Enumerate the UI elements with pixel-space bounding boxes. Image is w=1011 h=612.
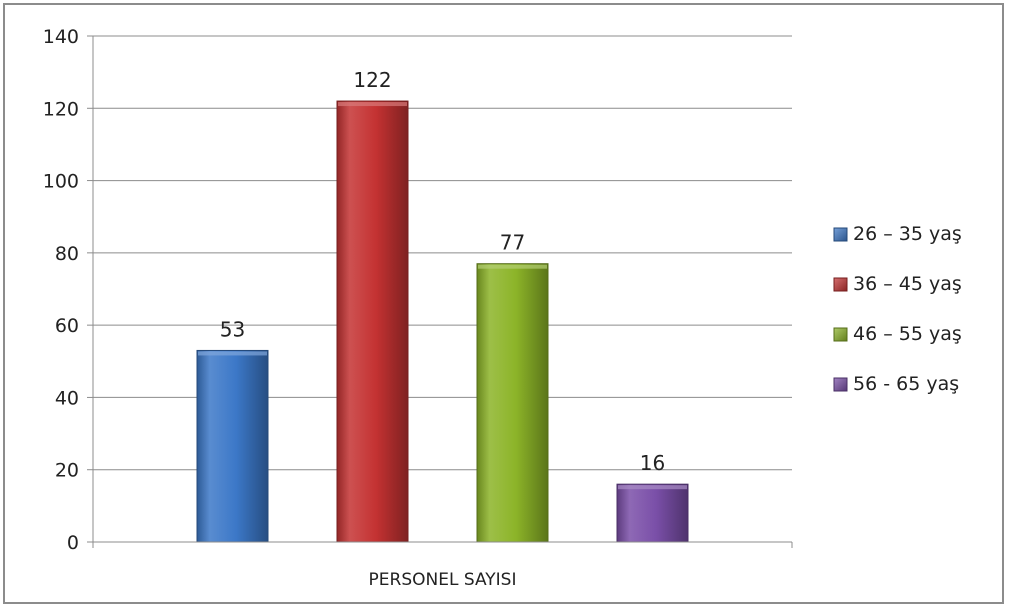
data-label: 77 bbox=[500, 231, 525, 255]
bar-bevel bbox=[618, 485, 687, 490]
x-category-label: PERSONEL SAYISI bbox=[369, 570, 517, 590]
bar-bevel bbox=[198, 351, 267, 356]
y-tick-label: 140 bbox=[43, 26, 79, 48]
bar-bevel bbox=[478, 264, 547, 269]
x-axis: PERSONEL SAYISI bbox=[92, 541, 793, 590]
bar bbox=[616, 483, 689, 543]
bars: 53 122 77 16 bbox=[196, 68, 689, 543]
legend-swatch bbox=[833, 377, 848, 392]
data-label: 53 bbox=[220, 317, 245, 341]
bar-bevel bbox=[338, 102, 407, 107]
y-tick-label: 20 bbox=[55, 460, 79, 482]
legend-label: 46 – 55 yaş bbox=[853, 323, 962, 345]
legend-swatch bbox=[833, 327, 848, 342]
legend-label: 56 - 65 yaş bbox=[853, 373, 959, 395]
y-tick-label: 60 bbox=[55, 315, 79, 337]
legend-swatch bbox=[833, 227, 848, 242]
legend-swatch bbox=[833, 277, 848, 292]
y-axis: 0 20 40 60 80 100 120 140 bbox=[43, 26, 94, 554]
y-tick-label: 0 bbox=[67, 532, 79, 554]
legend-label: 36 – 45 yaş bbox=[853, 273, 962, 295]
y-tick-label: 80 bbox=[55, 243, 79, 265]
data-label: 122 bbox=[353, 68, 391, 92]
legend-label: 26 – 35 yaş bbox=[853, 223, 962, 245]
bar bbox=[476, 263, 549, 543]
bar bbox=[196, 349, 269, 543]
y-tick-label: 120 bbox=[43, 98, 79, 120]
legend: 26 – 35 yaş 36 – 45 yaş 46 – 55 yaş 56 - 65… bbox=[833, 223, 962, 395]
y-tick-label: 40 bbox=[55, 387, 79, 409]
y-tick-label: 100 bbox=[43, 171, 79, 193]
data-label: 16 bbox=[640, 451, 665, 475]
bar bbox=[336, 100, 409, 543]
